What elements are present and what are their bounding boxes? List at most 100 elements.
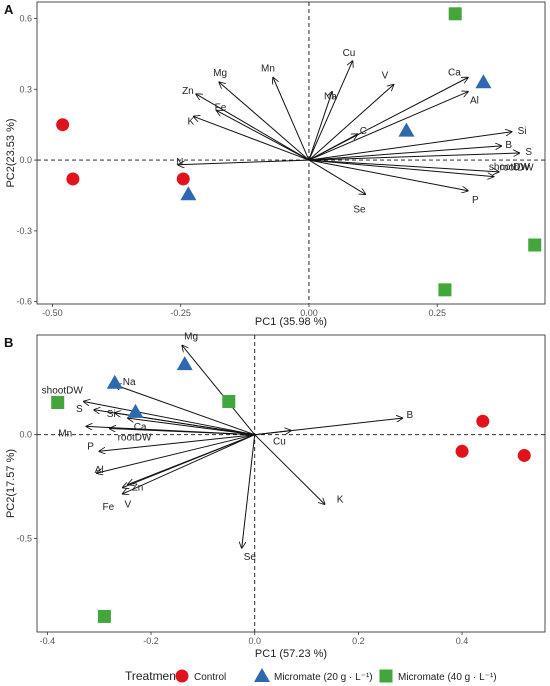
loading-label-se: Se: [353, 204, 366, 215]
loading-label-cu: Cu: [273, 437, 286, 448]
loading-arrow-k: [194, 116, 310, 161]
loading-arrow-p: [308, 159, 468, 191]
loading-label-na: Na: [324, 92, 337, 103]
x-tick-label: 0.00: [300, 308, 318, 318]
loading-arrow-fe: [217, 111, 310, 161]
point-control: [176, 172, 190, 186]
loading-label-s: S: [76, 404, 83, 415]
loading-arrow-p: [99, 434, 255, 452]
legend-label: Micromate (20 g · L⁻¹): [274, 672, 373, 683]
loading-label-mn: Mn: [58, 428, 72, 439]
loading-label-mg: Mg: [213, 68, 227, 79]
loading-label-ca: Ca: [448, 68, 461, 79]
point-micromate-40: [222, 394, 236, 408]
point-control: [66, 172, 80, 186]
loading-label-k: K: [337, 494, 344, 505]
loading-arrow-cu: [254, 431, 291, 436]
x-tick-label: -0.4: [40, 636, 56, 646]
loading-arrow-cu: [308, 61, 353, 161]
point-micromate-40: [438, 283, 452, 297]
point-micromate-40: [51, 396, 65, 409]
loading-arrow-rootdw: [110, 428, 255, 436]
y-tick-label: 0.0: [19, 430, 32, 440]
loading-label-shootdw: shootDW: [489, 162, 531, 173]
loading-arrow-n: [178, 159, 309, 165]
loading-label-s: S: [525, 147, 532, 158]
loading-arrow-se: [242, 434, 256, 548]
x-tick-label: -0.25: [170, 308, 191, 318]
loading-arrow-rootdw: [308, 159, 494, 177]
y-tick-label: 0.0: [19, 155, 32, 165]
loading-arrow-s: [308, 153, 519, 161]
legend-label: Micromate (40 g · L⁻¹): [398, 672, 497, 683]
loading-arrow-shootdw: [308, 159, 499, 172]
loading-label-b: B: [406, 410, 413, 421]
loading-arrow-al: [97, 434, 255, 473]
loading-vectors: Mg Na shootDW S Si Ca Mn rootDW P Al Zn Fe V B Cu K Se: [42, 331, 414, 563]
loading-label-p: P: [472, 195, 479, 206]
point-micromate-40: [97, 609, 111, 623]
point-micromate-20: [127, 403, 144, 418]
y-tick-label: -0.5: [16, 534, 32, 544]
loading-arrow-si: [308, 132, 512, 161]
loading-label-zn: Zn: [132, 483, 144, 494]
loading-label-c: C: [360, 126, 367, 137]
loading-arrow-v: [308, 85, 394, 161]
point-micromate-40: [448, 7, 462, 21]
x-axis-title: PC1 (57.23 %): [255, 648, 327, 660]
loading-label-rootdw: rootDW: [118, 432, 152, 443]
x-tick-label: 0.2: [352, 636, 365, 646]
loading-label-al: Al: [95, 465, 104, 476]
loading-label-mg: Mg: [184, 331, 198, 342]
loading-label-k: K: [188, 116, 195, 127]
loading-label-rootdw: rootDW: [500, 163, 534, 174]
sample-points: [51, 356, 531, 623]
y-tick-label: -0.3: [16, 226, 32, 236]
loading-label-cu: Cu: [343, 48, 356, 59]
x-tick-label: -0.2: [143, 636, 159, 646]
legend: Treatment Control Micromate (20 g · L⁻¹) Mi…: [125, 668, 497, 683]
x-tick-label: 0.25: [428, 308, 446, 318]
loading-label-n: N: [176, 157, 183, 168]
loading-arrow-v: [123, 434, 255, 488]
legend-marker-control: [175, 669, 189, 683]
x-tick-label: -0.50: [42, 308, 63, 318]
x-tick-label: 0.0: [248, 636, 261, 646]
loading-label-ca: Ca: [134, 422, 147, 433]
loading-label-se: Se: [244, 552, 257, 563]
loading-label-fe: Fe: [103, 502, 115, 513]
x-tick-label: 0.4: [456, 636, 469, 646]
loading-arrow-shootdw: [84, 401, 255, 436]
panel-label: B: [4, 335, 13, 350]
loading-arrow-se: [308, 159, 365, 194]
loading-label-zn: Zn: [182, 86, 194, 97]
loading-arrow-fe: [123, 434, 255, 494]
loading-arrow-c: [308, 134, 358, 161]
loading-arrow-ca: [128, 418, 255, 436]
loading-label-v: V: [125, 500, 132, 511]
loading-label-shootdw: shootDW: [42, 385, 84, 396]
point-micromate-40: [528, 238, 542, 252]
point-micromate-20: [176, 356, 193, 371]
loading-label-fe: Fe: [215, 103, 227, 114]
loading-arrow-mg: [182, 345, 256, 436]
y-tick-label: 0.3: [19, 84, 32, 94]
loading-arrow-na: [115, 385, 255, 436]
legend-marker-micromate-20: [254, 668, 270, 682]
point-micromate-20: [398, 122, 415, 137]
point-control: [455, 444, 469, 458]
loading-label-mn: Mn: [261, 64, 275, 75]
panel-a: A -0.50 -0.25 0.00 0.25 -0.6 -0.3 0.0 0.3 0.6 PC1 …: [4, 1, 546, 328]
loading-arrow-al: [308, 92, 468, 161]
plot-frame: [36, 1, 546, 305]
loading-label-al: Al: [470, 96, 479, 107]
panel-label: A: [4, 2, 14, 17]
y-tick-label: 0.6: [19, 14, 32, 24]
y-axis-title: PC2(23.53 %): [5, 118, 17, 187]
loading-label-si: Si: [518, 126, 527, 137]
loading-label-na: Na: [123, 377, 136, 388]
loading-label-si: Si: [107, 409, 116, 420]
